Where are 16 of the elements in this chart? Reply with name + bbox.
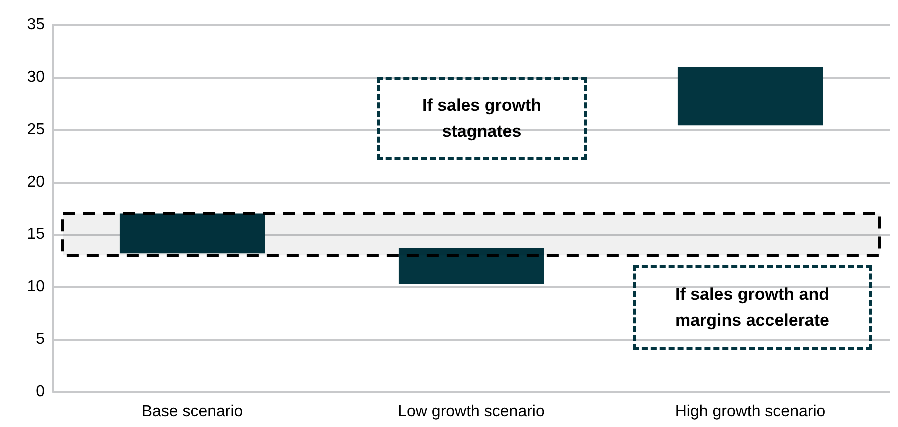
bar (120, 214, 266, 254)
bar (678, 66, 824, 126)
y-tick-label: 30 (27, 68, 46, 86)
x-tick-label: Low growth scenario (398, 404, 545, 420)
annotation: If sales growth and margins accelerate (633, 265, 872, 350)
y-tick-label: 15 (27, 226, 46, 244)
y-tick-label: 20 (27, 174, 46, 191)
y-tick-label: 10 (27, 278, 46, 296)
annotation: If sales growth stagnates (377, 77, 587, 160)
y-tick-label: 0 (36, 384, 46, 400)
x-tick-label: High growth scenario (675, 404, 826, 420)
y-tick-label: 35 (27, 16, 46, 34)
x-tick-label: Base scenario (142, 404, 244, 420)
y-tick-label: 5 (36, 331, 46, 348)
y-tick-label: 25 (27, 121, 46, 138)
bar (398, 248, 544, 284)
